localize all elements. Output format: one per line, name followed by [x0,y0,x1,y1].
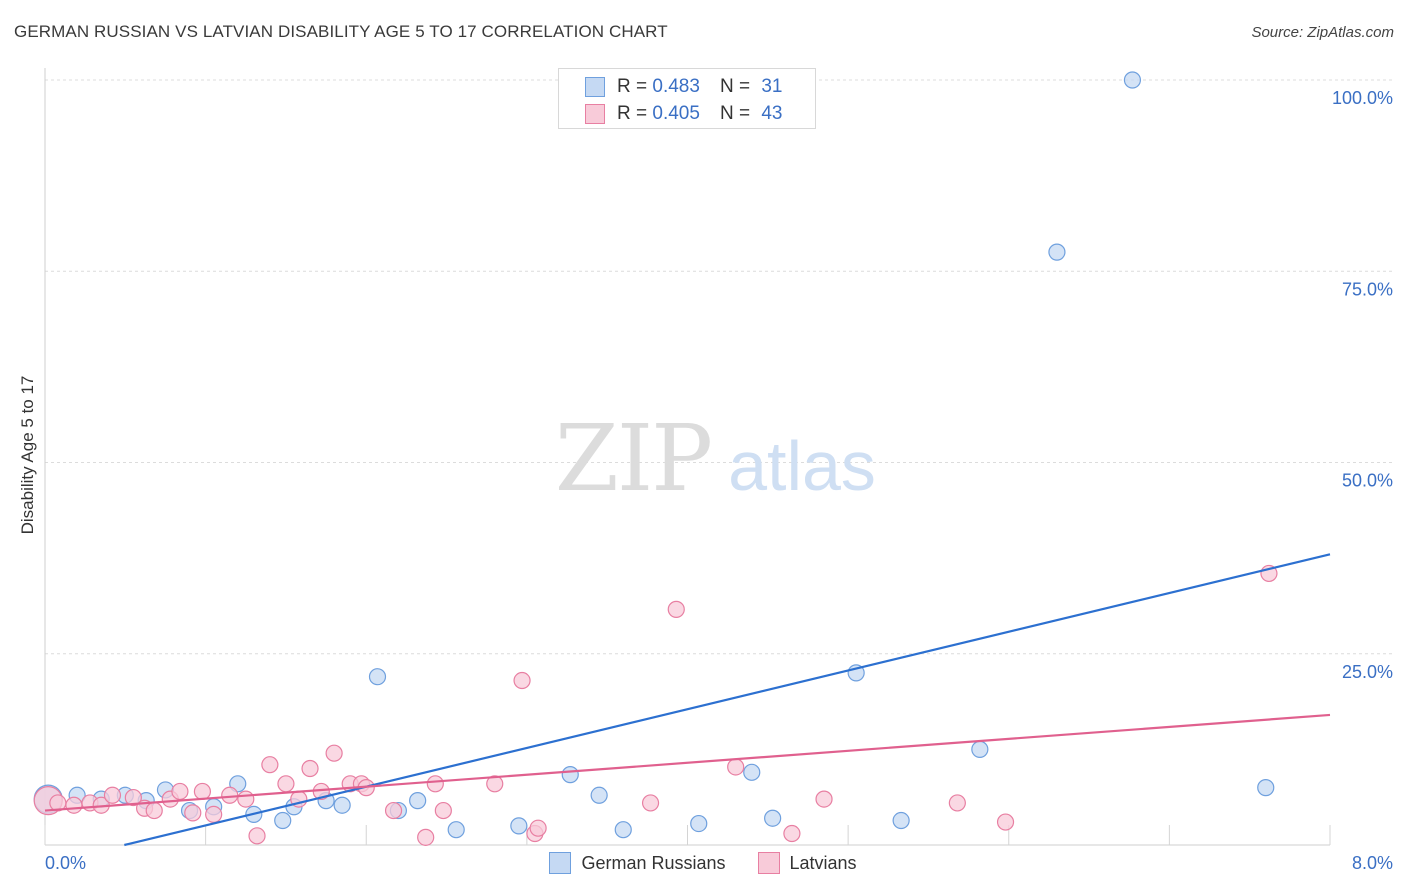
legend-r-value: 0.405 [652,103,700,124]
series-swatch-blue [549,852,572,874]
latvians-point [641,794,660,812]
legend-n-value: 43 [761,103,783,124]
german-russians-point [1123,71,1142,89]
latvians-point [434,801,452,820]
series-label: Latvians [789,852,857,873]
watermark-zip: ZIP [555,405,711,512]
y-tick-label: 25.0% [1342,662,1393,682]
legend-row-german-russians: R = 0.483 N = 31 [585,75,782,99]
latvians-point [529,819,547,837]
german-russians-point [971,740,989,758]
german-russians-point [764,809,782,827]
latvians-point [301,759,319,778]
y-tick-label: 75.0% [1342,279,1393,299]
latvians-point [513,671,531,690]
legend-n-label: N = [719,76,751,97]
latvians-point [727,758,745,776]
latvians-point [948,794,966,812]
german-russians-point [743,763,761,781]
german-russians-point [333,796,351,814]
latvians-point [248,827,266,845]
correlation-legend: R = 0.483 N = 31 R = 0.405 N = 43 [558,68,816,129]
german-russians-trend-line [124,553,1331,847]
latvians-point [384,801,403,820]
series-legend-latvians: Latvians [757,852,857,874]
legend-swatch-pink [585,104,605,124]
legend-r-label: R = [617,103,648,124]
latvians-point [417,828,435,846]
german-russians-point [1257,779,1275,797]
latvians-point [426,775,444,793]
series-swatch-pink [757,852,780,874]
legend-n-value: 31 [761,76,783,97]
chart-title: GERMAN RUSSIAN VS LATVIAN DISABILITY AGE… [14,22,668,41]
tick-labels: 25.0% 50.0% 75.0% 100.0% 0.0% 8.0% [45,88,1393,873]
x-tick-label: 8.0% [1352,853,1393,873]
x-tick-label: 0.0% [45,853,86,873]
german-russians-point [614,821,632,839]
german-russians-point [409,792,427,810]
latvians-point [103,786,122,804]
legend-row-latvians: R = 0.405 N = 43 [585,102,782,126]
y-tick-label: 50.0% [1342,471,1393,491]
latvians-point [171,782,189,801]
series-legend: German Russians Latvians [0,852,1406,874]
latvians-point [145,801,163,820]
latvians-point [124,788,142,807]
latvians-point [325,744,343,762]
latvians-point [193,782,212,801]
latvians-point [667,600,685,618]
latvians-point [205,805,223,824]
watermark: ZIP atlas [555,405,876,512]
legend-r-value: 0.483 [652,76,700,97]
latvians-point [65,796,83,814]
gridlines [45,79,1395,655]
watermark-atlas: atlas [728,427,876,505]
german-russians-point [892,811,910,830]
series-label: German Russians [581,852,726,873]
german-russians-point [368,668,387,686]
y-axis-label: Disability Age 5 to 17 [18,375,37,535]
latvians-point [815,790,833,808]
latvians-trend-line [44,713,1331,812]
legend-swatch-blue [585,77,605,97]
german-russians-point [274,811,292,830]
legend-n-label: N = [719,103,751,124]
german-russians-point [510,817,528,835]
axes [44,68,1331,846]
german-russians-point [590,786,608,804]
latvians-point [486,775,504,793]
german-russians-point [561,766,579,784]
y-tick-label: 100.0% [1332,88,1393,108]
latvians-point [277,775,295,793]
source-label: Source: ZipAtlas.com [1251,24,1394,41]
german-russians-point [690,814,708,833]
latvians-point [237,790,255,808]
latvians-point [184,804,202,822]
latvians-point [996,813,1015,831]
latvians-point [221,786,239,804]
german-russians-point [1048,243,1066,261]
latvians-point [783,824,801,843]
series-legend-german-russians: German Russians [549,852,726,874]
latvians-point [261,756,279,774]
german-russians-point [447,821,465,839]
trend-lines [44,553,1331,847]
legend-r-label: R = [617,76,648,97]
